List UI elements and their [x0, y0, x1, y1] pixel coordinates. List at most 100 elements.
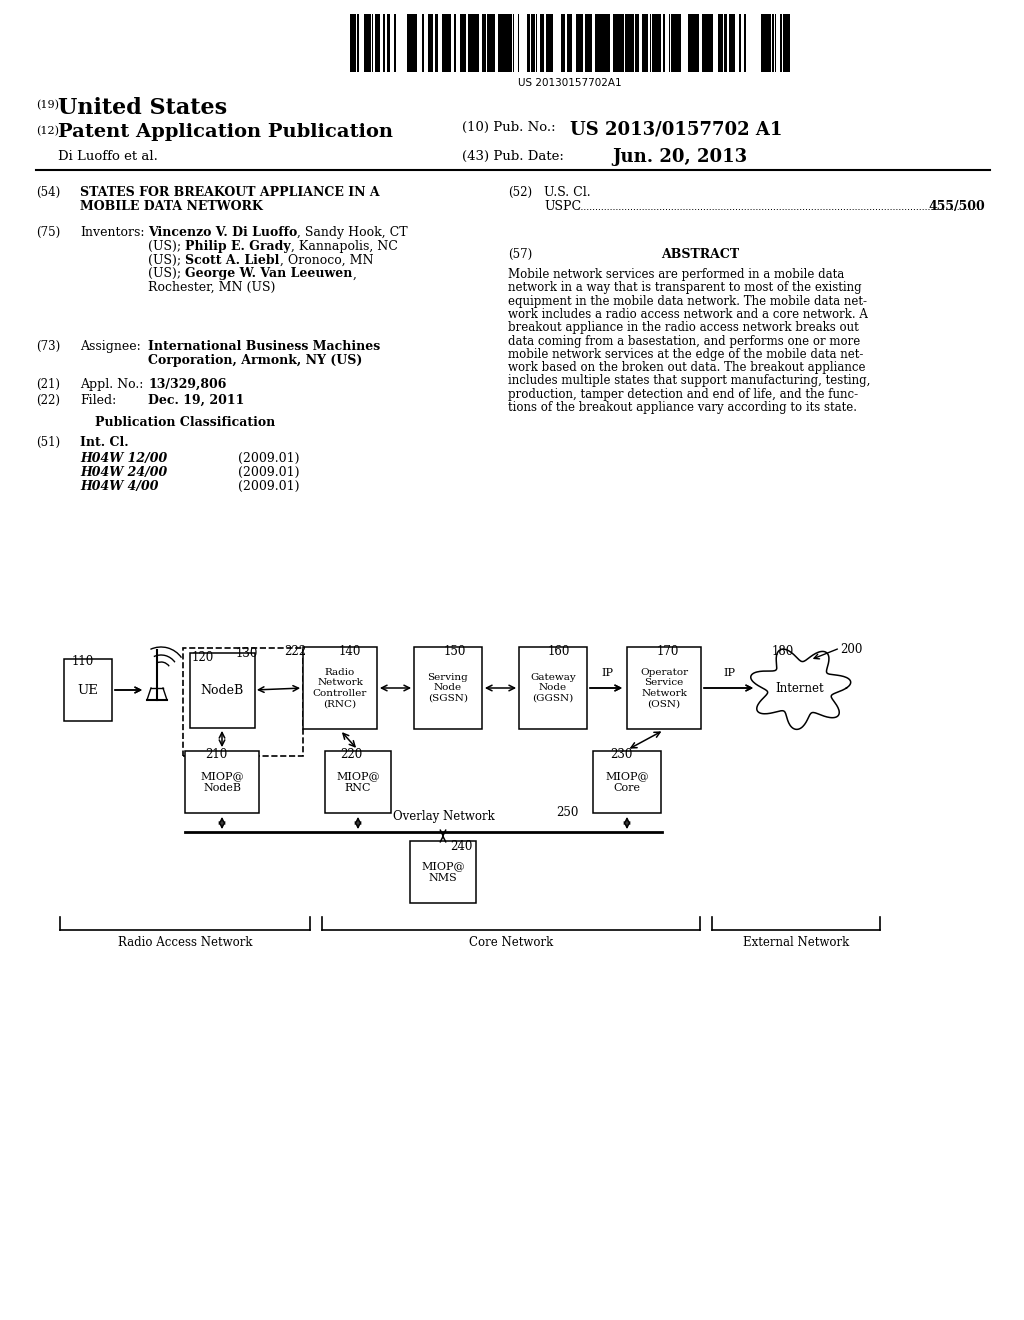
- Bar: [454, 15, 456, 73]
- Bar: [677, 15, 681, 73]
- Text: (52): (52): [508, 186, 532, 199]
- FancyBboxPatch shape: [593, 751, 662, 813]
- Bar: [419, 15, 422, 73]
- Bar: [589, 15, 592, 73]
- Bar: [613, 15, 617, 73]
- FancyBboxPatch shape: [325, 751, 391, 813]
- Bar: [360, 15, 362, 73]
- Text: includes multiple states that support manufacturing, testing,: includes multiple states that support ma…: [508, 375, 870, 387]
- Text: (12): (12): [36, 125, 59, 136]
- Text: 210: 210: [205, 748, 227, 762]
- Text: (73): (73): [36, 341, 60, 352]
- Text: 180: 180: [772, 645, 795, 657]
- Bar: [422, 15, 424, 73]
- Bar: [519, 15, 521, 73]
- Bar: [681, 15, 683, 73]
- Bar: [735, 15, 737, 73]
- Text: (2009.01): (2009.01): [238, 480, 299, 492]
- Bar: [688, 15, 690, 73]
- Text: breakout appliance in the radio access network breaks out: breakout appliance in the radio access n…: [508, 321, 859, 334]
- Bar: [577, 15, 580, 73]
- Text: Rochester, MN (US): Rochester, MN (US): [148, 281, 275, 294]
- Text: U.S. Cl.: U.S. Cl.: [544, 186, 591, 199]
- Bar: [451, 15, 454, 73]
- FancyBboxPatch shape: [185, 751, 259, 813]
- Text: Philip E. Grady: Philip E. Grady: [185, 240, 291, 253]
- Bar: [397, 15, 401, 73]
- FancyBboxPatch shape: [627, 647, 701, 729]
- Bar: [428, 15, 431, 73]
- Text: (51): (51): [36, 436, 60, 449]
- Text: Overlay Network: Overlay Network: [392, 810, 495, 822]
- Text: (57): (57): [508, 248, 532, 261]
- Text: H04W 12/00: H04W 12/00: [80, 451, 167, 465]
- Bar: [630, 15, 633, 73]
- Bar: [628, 15, 630, 73]
- Bar: [406, 15, 407, 73]
- Bar: [665, 15, 669, 73]
- Bar: [495, 15, 498, 73]
- Bar: [466, 15, 468, 73]
- Bar: [620, 15, 622, 73]
- Text: (22): (22): [36, 393, 60, 407]
- Bar: [733, 15, 735, 73]
- Bar: [537, 15, 540, 73]
- Bar: [417, 15, 419, 73]
- Text: 160: 160: [548, 645, 570, 657]
- Text: (US);: (US);: [148, 268, 185, 280]
- Bar: [767, 15, 769, 73]
- Bar: [528, 15, 530, 73]
- Text: Dec. 19, 2011: Dec. 19, 2011: [148, 393, 245, 407]
- Bar: [595, 15, 597, 73]
- Text: 120: 120: [193, 651, 214, 664]
- Bar: [652, 15, 654, 73]
- Bar: [604, 15, 608, 73]
- Text: STATES FOR BREAKOUT APPLIANCE IN A: STATES FOR BREAKOUT APPLIANCE IN A: [80, 186, 380, 199]
- Bar: [746, 15, 751, 73]
- Text: 250: 250: [556, 807, 579, 818]
- Bar: [705, 15, 706, 73]
- Text: Core Network: Core Network: [469, 936, 553, 949]
- Bar: [461, 15, 465, 73]
- Bar: [610, 15, 613, 73]
- Bar: [684, 15, 688, 73]
- Text: 140: 140: [339, 645, 361, 657]
- Text: (75): (75): [36, 226, 60, 239]
- Text: Mobile network services are performed in a mobile data: Mobile network services are performed in…: [508, 268, 844, 281]
- Bar: [785, 15, 787, 73]
- Text: George W. Van Leeuwen: George W. Van Leeuwen: [185, 268, 352, 280]
- Text: , Oronoco, MN: , Oronoco, MN: [280, 253, 373, 267]
- Bar: [351, 15, 353, 73]
- Text: 230: 230: [610, 748, 633, 762]
- Text: USPC: USPC: [544, 201, 582, 213]
- Bar: [715, 15, 718, 73]
- Text: 13/329,806: 13/329,806: [148, 378, 226, 391]
- Bar: [565, 15, 567, 73]
- Text: 240: 240: [450, 840, 472, 853]
- Text: tions of the breakout appliance vary according to its state.: tions of the breakout appliance vary acc…: [508, 401, 857, 414]
- Text: 455/500: 455/500: [928, 201, 985, 213]
- Text: H04W 4/00: H04W 4/00: [80, 480, 159, 492]
- Bar: [521, 15, 525, 73]
- Text: (10) Pub. No.:: (10) Pub. No.:: [462, 121, 556, 135]
- Text: (54): (54): [36, 186, 60, 199]
- Text: Vincenzo V. Di Luoffo: Vincenzo V. Di Luoffo: [148, 226, 297, 239]
- Bar: [493, 15, 495, 73]
- Text: ,: ,: [352, 268, 356, 280]
- Bar: [490, 15, 493, 73]
- Bar: [506, 15, 508, 73]
- Bar: [436, 15, 438, 73]
- FancyBboxPatch shape: [303, 647, 377, 729]
- Bar: [373, 15, 375, 73]
- Text: equipment in the mobile data network. The mobile data net-: equipment in the mobile data network. Th…: [508, 294, 867, 308]
- Bar: [469, 15, 473, 73]
- Text: Gateway
Node
(GGSN): Gateway Node (GGSN): [530, 673, 575, 702]
- Bar: [516, 15, 518, 73]
- Bar: [553, 15, 557, 73]
- Text: Operator
Service
Network
(OSN): Operator Service Network (OSN): [640, 668, 688, 708]
- Text: (43) Pub. Date:: (43) Pub. Date:: [462, 150, 564, 162]
- Bar: [424, 15, 428, 73]
- Bar: [761, 15, 763, 73]
- FancyBboxPatch shape: [410, 841, 476, 903]
- Text: production, tamper detection and end of life, and the func-: production, tamper detection and end of …: [508, 388, 858, 401]
